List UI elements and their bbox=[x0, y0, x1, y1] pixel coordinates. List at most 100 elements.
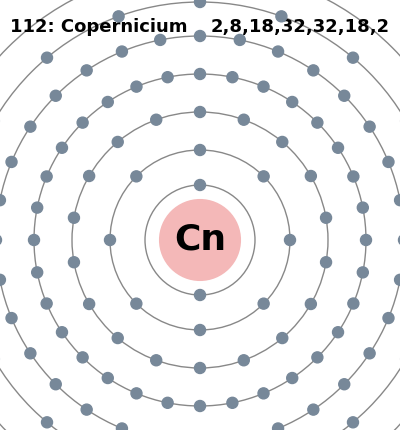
Circle shape bbox=[131, 171, 142, 182]
Circle shape bbox=[194, 179, 206, 190]
Circle shape bbox=[383, 157, 394, 167]
Circle shape bbox=[287, 96, 298, 108]
Circle shape bbox=[348, 171, 359, 182]
Circle shape bbox=[312, 117, 323, 128]
Circle shape bbox=[194, 362, 206, 374]
Circle shape bbox=[6, 313, 17, 323]
Circle shape bbox=[234, 34, 245, 46]
Circle shape bbox=[0, 234, 2, 246]
Circle shape bbox=[364, 121, 375, 132]
Circle shape bbox=[112, 136, 123, 147]
Circle shape bbox=[277, 136, 288, 147]
Text: Cn: Cn bbox=[174, 223, 226, 257]
Circle shape bbox=[194, 68, 206, 80]
Circle shape bbox=[84, 171, 95, 181]
Circle shape bbox=[348, 52, 358, 63]
Circle shape bbox=[194, 325, 206, 335]
Circle shape bbox=[312, 352, 323, 363]
Circle shape bbox=[360, 234, 372, 246]
Circle shape bbox=[162, 397, 173, 408]
Circle shape bbox=[320, 257, 332, 268]
Circle shape bbox=[155, 34, 166, 46]
Circle shape bbox=[113, 11, 124, 22]
Circle shape bbox=[116, 423, 128, 430]
Circle shape bbox=[364, 348, 375, 359]
Circle shape bbox=[277, 332, 288, 344]
Circle shape bbox=[238, 355, 249, 366]
Circle shape bbox=[50, 379, 61, 390]
Circle shape bbox=[77, 352, 88, 363]
Circle shape bbox=[84, 298, 95, 310]
Circle shape bbox=[308, 404, 319, 415]
Text: 112: Copernicium: 112: Copernicium bbox=[10, 18, 188, 36]
Circle shape bbox=[308, 65, 319, 76]
Circle shape bbox=[162, 72, 173, 83]
Text: 2,8,18,32,32,18,2: 2,8,18,32,32,18,2 bbox=[211, 18, 390, 36]
Circle shape bbox=[194, 289, 206, 301]
Circle shape bbox=[194, 31, 206, 42]
Circle shape bbox=[332, 142, 344, 153]
Circle shape bbox=[102, 96, 113, 108]
Circle shape bbox=[194, 144, 206, 156]
Circle shape bbox=[112, 332, 123, 344]
Circle shape bbox=[0, 274, 6, 285]
Circle shape bbox=[131, 388, 142, 399]
Circle shape bbox=[272, 46, 284, 57]
Circle shape bbox=[305, 298, 316, 310]
Circle shape bbox=[394, 274, 400, 285]
Circle shape bbox=[50, 90, 61, 101]
Circle shape bbox=[238, 114, 249, 125]
Circle shape bbox=[131, 81, 142, 92]
Circle shape bbox=[276, 11, 287, 22]
Circle shape bbox=[77, 117, 88, 128]
Circle shape bbox=[41, 171, 52, 182]
Circle shape bbox=[56, 327, 68, 338]
Circle shape bbox=[258, 81, 269, 92]
Circle shape bbox=[0, 195, 6, 206]
Circle shape bbox=[339, 90, 350, 101]
Circle shape bbox=[398, 234, 400, 246]
Circle shape bbox=[258, 298, 269, 309]
Circle shape bbox=[42, 52, 52, 63]
Circle shape bbox=[258, 171, 269, 182]
Circle shape bbox=[394, 195, 400, 206]
Circle shape bbox=[348, 298, 359, 309]
Circle shape bbox=[81, 65, 92, 76]
Circle shape bbox=[320, 212, 332, 223]
Circle shape bbox=[284, 234, 296, 246]
Circle shape bbox=[68, 212, 80, 223]
Circle shape bbox=[41, 298, 52, 309]
Circle shape bbox=[227, 72, 238, 83]
Circle shape bbox=[56, 142, 68, 153]
Circle shape bbox=[194, 400, 206, 412]
Circle shape bbox=[131, 298, 142, 309]
Circle shape bbox=[357, 267, 368, 278]
Circle shape bbox=[104, 234, 116, 246]
Circle shape bbox=[151, 355, 162, 366]
Circle shape bbox=[116, 46, 128, 57]
Circle shape bbox=[160, 200, 240, 280]
Circle shape bbox=[6, 157, 17, 167]
Circle shape bbox=[272, 423, 284, 430]
Circle shape bbox=[258, 388, 269, 399]
Circle shape bbox=[151, 114, 162, 125]
Circle shape bbox=[68, 257, 80, 268]
Circle shape bbox=[25, 348, 36, 359]
Circle shape bbox=[194, 107, 206, 117]
Circle shape bbox=[339, 379, 350, 390]
Circle shape bbox=[194, 0, 206, 7]
Circle shape bbox=[348, 417, 358, 428]
Circle shape bbox=[357, 202, 368, 213]
Circle shape bbox=[383, 313, 394, 323]
Circle shape bbox=[102, 372, 113, 384]
Circle shape bbox=[25, 121, 36, 132]
Circle shape bbox=[32, 202, 43, 213]
Circle shape bbox=[287, 372, 298, 384]
Circle shape bbox=[227, 397, 238, 408]
Circle shape bbox=[305, 171, 316, 181]
Circle shape bbox=[42, 417, 52, 428]
Circle shape bbox=[81, 404, 92, 415]
Circle shape bbox=[332, 327, 344, 338]
Circle shape bbox=[28, 234, 40, 246]
Circle shape bbox=[32, 267, 43, 278]
